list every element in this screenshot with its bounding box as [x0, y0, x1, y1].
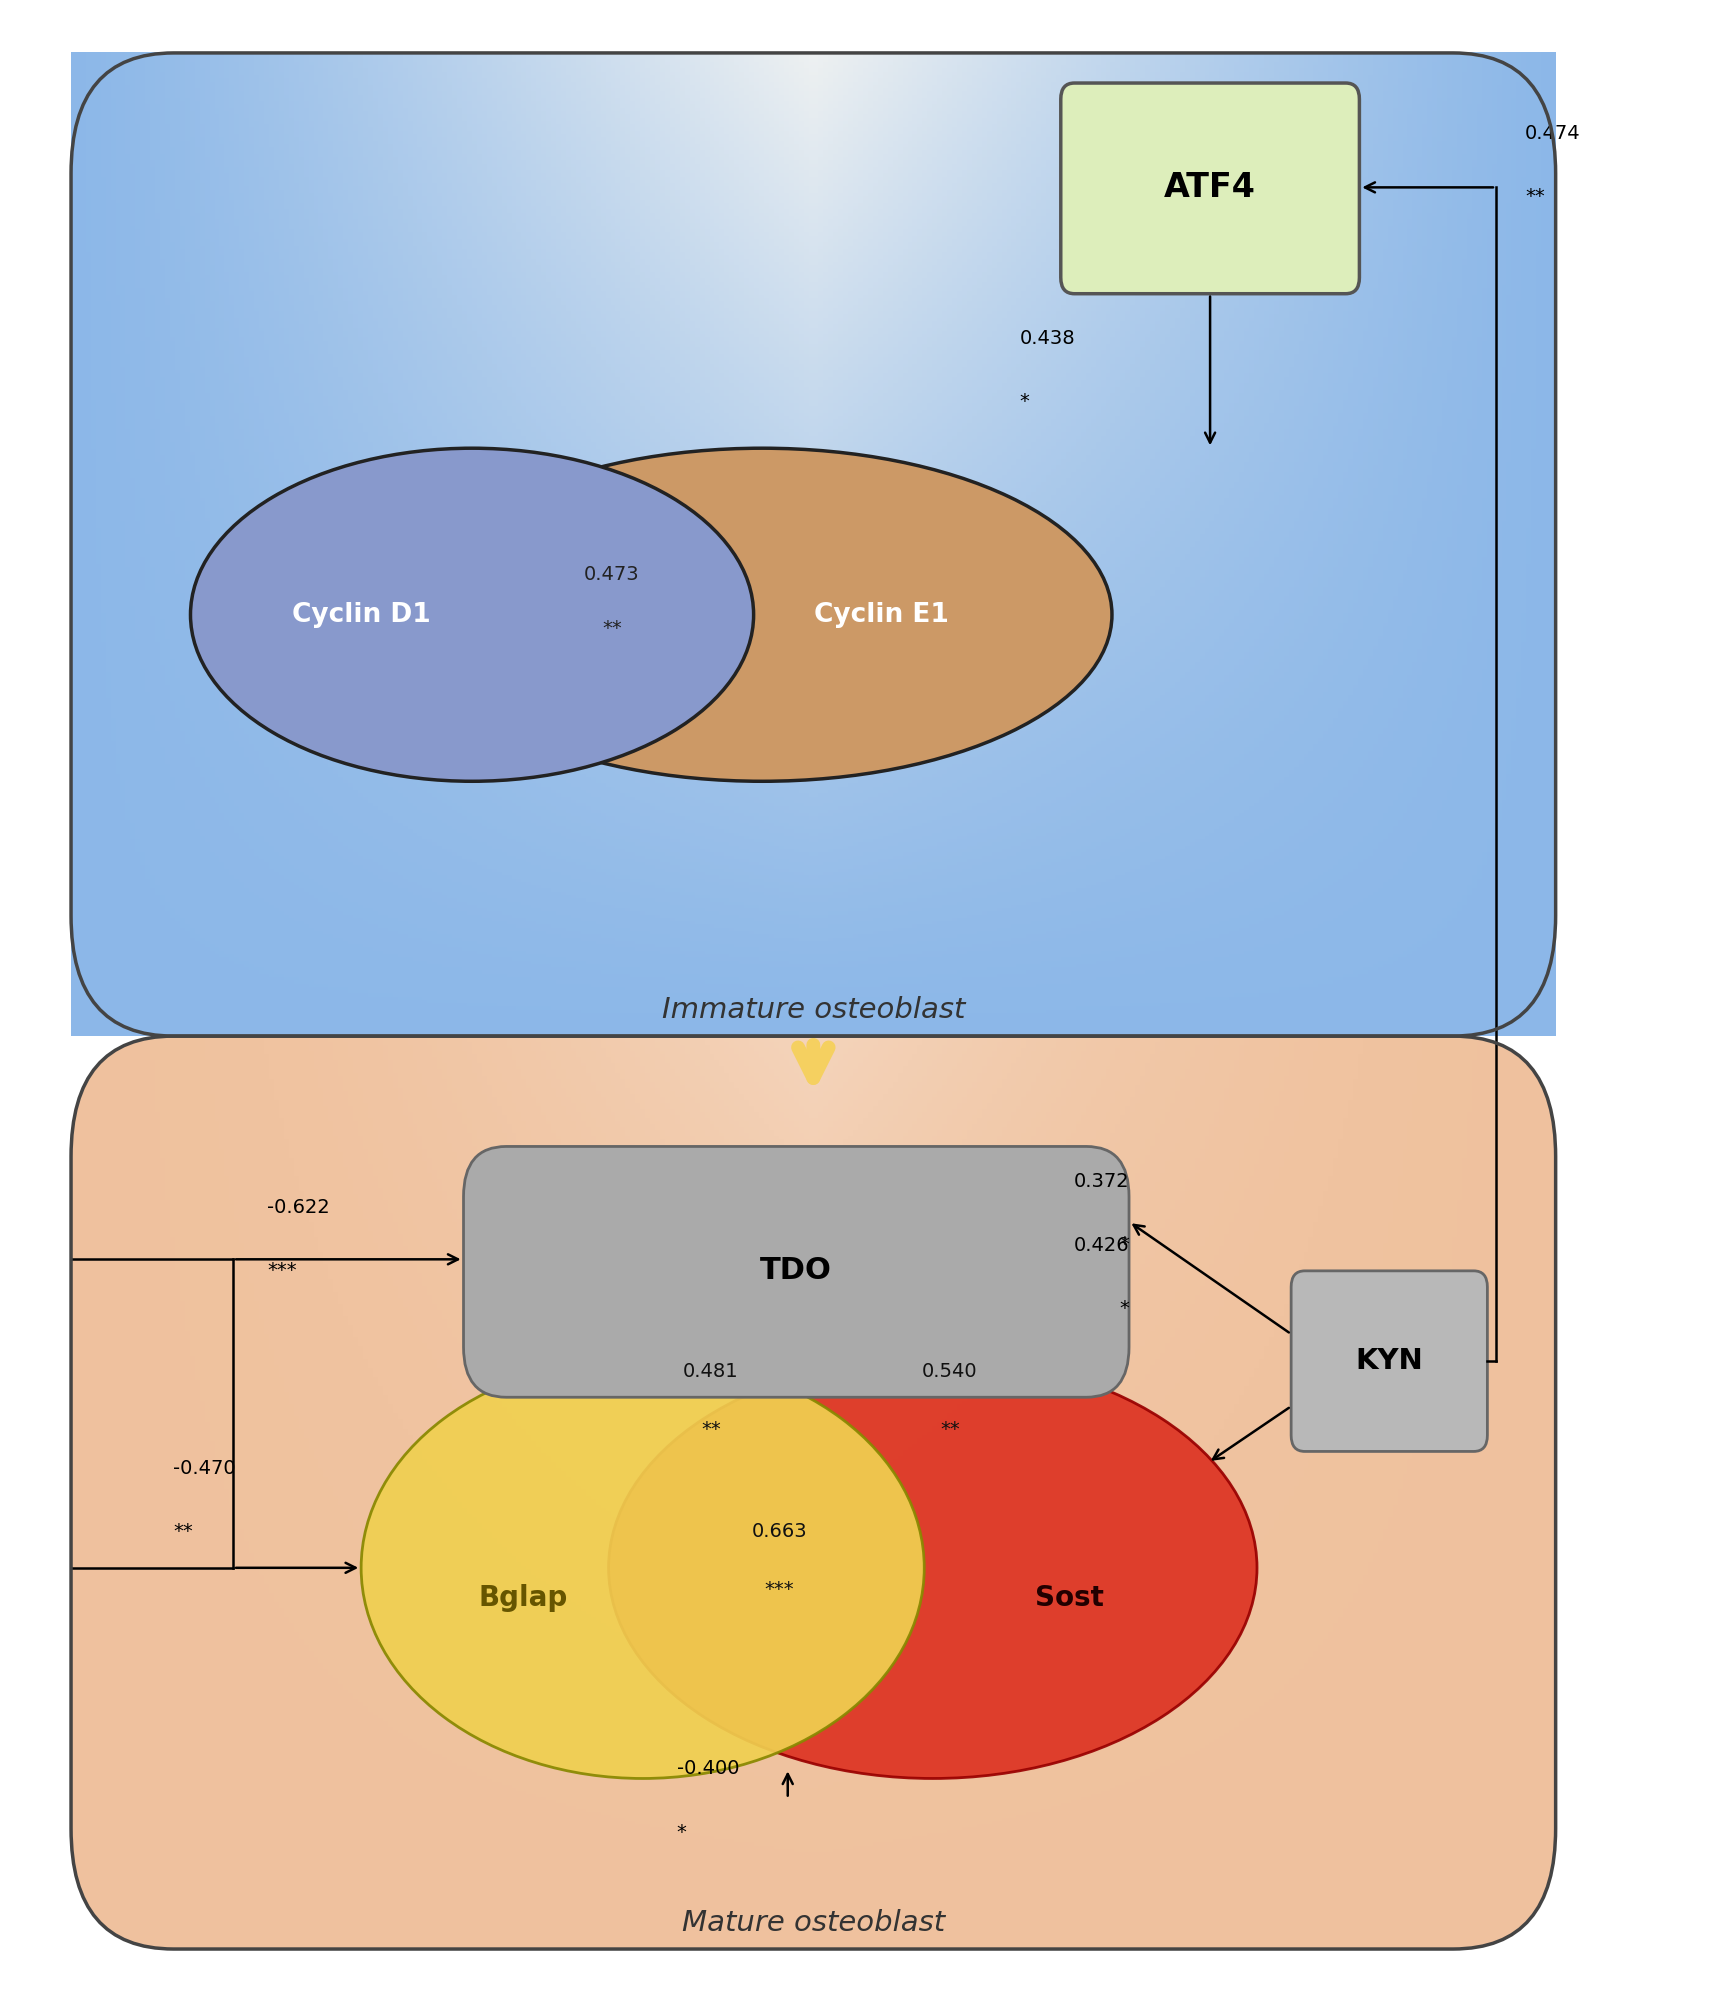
Text: *: * [1020, 392, 1029, 410]
Text: 0.473: 0.473 [584, 565, 640, 583]
Text: Bglap: Bglap [479, 1583, 568, 1612]
FancyBboxPatch shape [70, 52, 1556, 1036]
Text: ATF4: ATF4 [1164, 171, 1257, 203]
Ellipse shape [190, 449, 753, 781]
Text: ***: *** [267, 1262, 296, 1280]
FancyBboxPatch shape [1061, 82, 1359, 294]
Text: **: ** [603, 620, 621, 638]
FancyBboxPatch shape [70, 1036, 1556, 1950]
Text: Cyclin E1: Cyclin E1 [815, 602, 948, 628]
Ellipse shape [608, 1358, 1257, 1779]
Text: Cyclin D1: Cyclin D1 [291, 602, 430, 628]
Text: -0.470: -0.470 [173, 1459, 236, 1477]
Ellipse shape [361, 1358, 924, 1779]
Text: *: * [1120, 1235, 1128, 1253]
FancyBboxPatch shape [1291, 1272, 1488, 1451]
Text: 0.540: 0.540 [923, 1362, 978, 1380]
Text: 0.438: 0.438 [1020, 328, 1075, 348]
Text: *: * [1120, 1300, 1128, 1318]
Text: 0.474: 0.474 [1525, 125, 1580, 143]
Text: TDO: TDO [760, 1255, 832, 1286]
Text: 0.663: 0.663 [752, 1523, 806, 1541]
Text: *: * [676, 1823, 687, 1841]
Text: 0.481: 0.481 [683, 1362, 740, 1380]
Text: ***: *** [764, 1579, 794, 1600]
Text: 0.372: 0.372 [1073, 1171, 1128, 1191]
FancyBboxPatch shape [464, 1147, 1128, 1396]
Text: **: ** [940, 1420, 960, 1439]
Text: -0.400: -0.400 [676, 1758, 740, 1779]
Text: **: ** [173, 1521, 193, 1541]
Ellipse shape [413, 449, 1113, 781]
Text: Mature osteoblast: Mature osteoblast [681, 1909, 945, 1938]
Text: **: ** [702, 1420, 721, 1439]
Text: Sost: Sost [1034, 1583, 1104, 1612]
Text: **: ** [1525, 187, 1544, 207]
Text: 0.426: 0.426 [1073, 1235, 1128, 1255]
Text: KYN: KYN [1356, 1348, 1423, 1374]
Text: -0.622: -0.622 [267, 1197, 330, 1217]
Text: Immature osteoblast: Immature osteoblast [661, 996, 966, 1024]
